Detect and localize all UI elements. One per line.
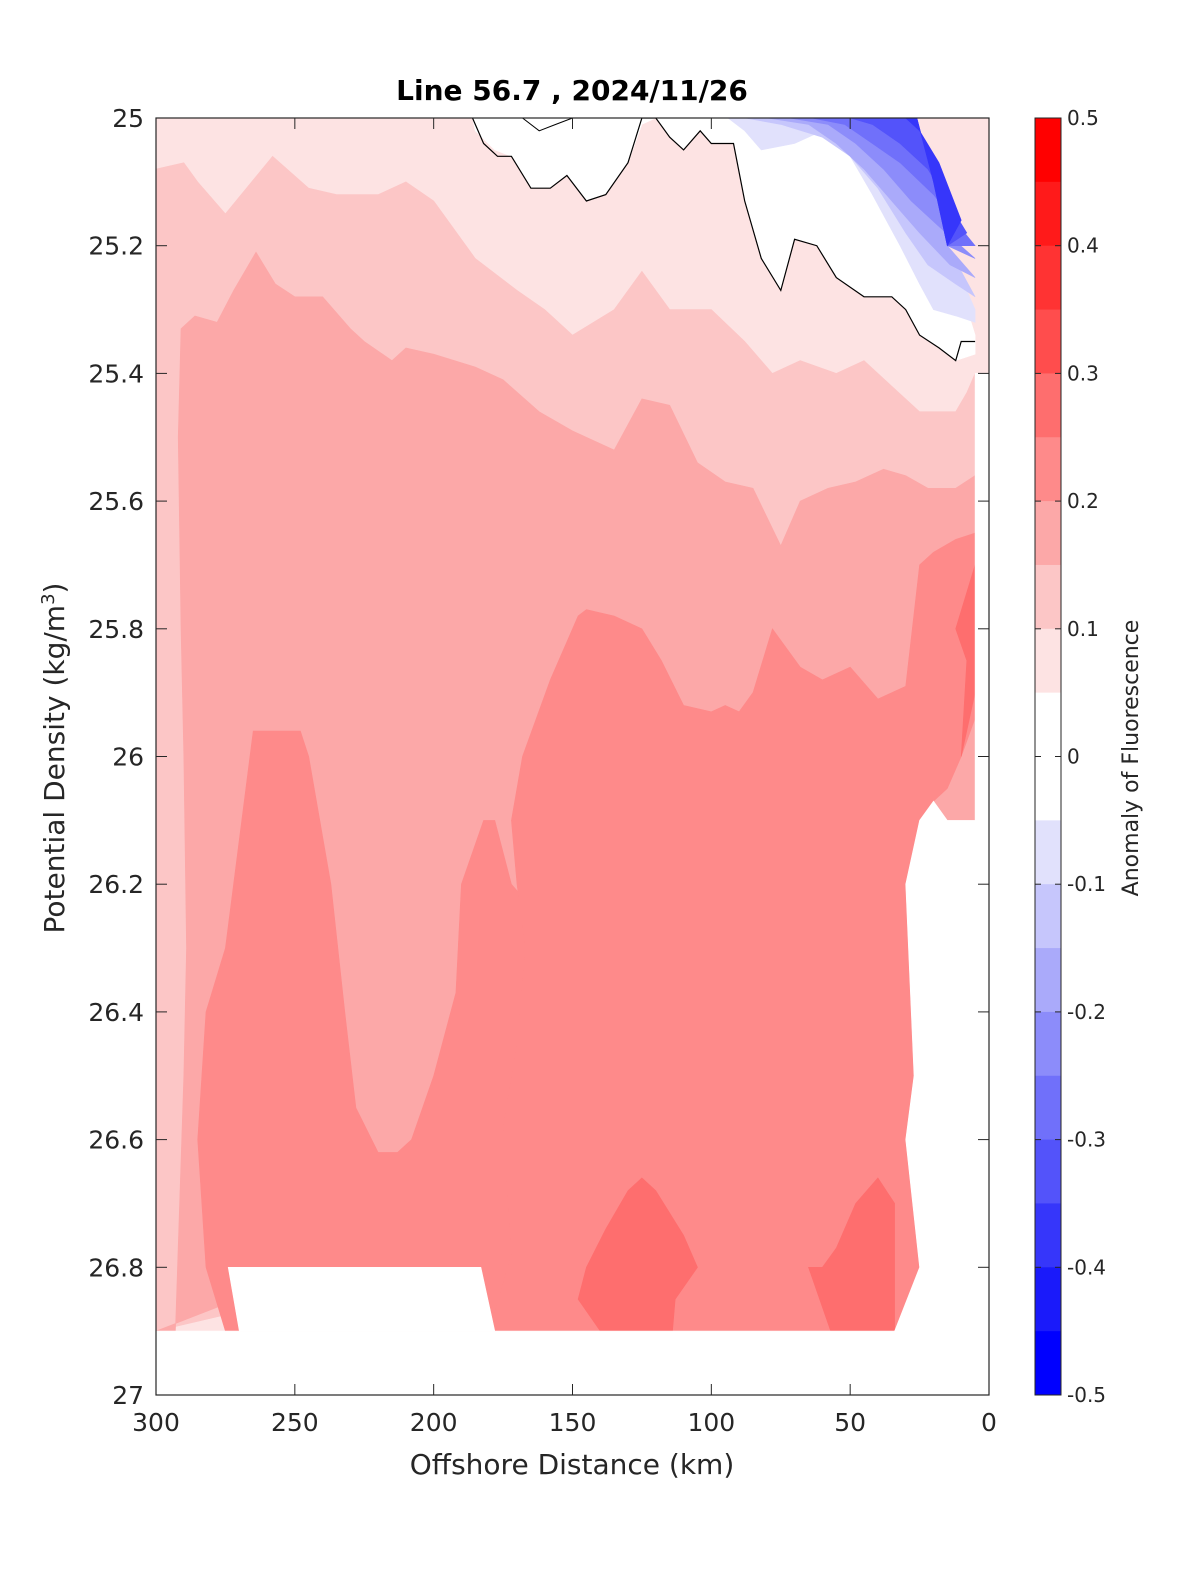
y-tick-label: 26.8 — [88, 1253, 144, 1282]
y-tick-label: 26 — [112, 743, 144, 772]
colorbar-tick-label: 0 — [1067, 745, 1080, 769]
y-axis-label-superscript: 3 — [38, 593, 59, 604]
colorbar-tick-label: -0.5 — [1067, 1383, 1106, 1407]
x-tick-label: 150 — [549, 1408, 597, 1437]
colorbar-tick-label: 0.2 — [1067, 489, 1099, 513]
colorbar-swatch — [1035, 756, 1061, 821]
x-tick-label: 0 — [981, 1408, 997, 1437]
zero-contour-line-2 — [522, 118, 573, 132]
masked-regions — [156, 373, 989, 1395]
colorbar — [1034, 117, 1062, 1396]
y-axis-label-close: ) — [38, 583, 71, 594]
y-tick-label: 26.4 — [88, 998, 144, 1027]
colorbar-swatch — [1035, 1139, 1061, 1204]
colorbar-swatch — [1035, 564, 1061, 630]
negative-region-6 — [905, 118, 962, 247]
colorbar-swatch — [1035, 245, 1061, 311]
colorbar-label: Anomaly of Fluorescence — [1119, 620, 1144, 897]
colorbar-swatch — [1035, 309, 1061, 374]
colorbar-swatch — [1035, 1331, 1061, 1396]
plot-area — [156, 118, 989, 1395]
masked-region-2 — [156, 1330, 989, 1395]
x-axis-ticks: 300 250 200 150 100 50 0 — [132, 118, 997, 1437]
contour-region-5 — [577, 1177, 698, 1332]
colorbar-swatch — [1035, 692, 1061, 757]
zero-contour-lines — [471, 118, 976, 362]
colorbar-tick-label: 0.4 — [1067, 234, 1099, 258]
colorbar-swatch — [1035, 884, 1061, 949]
y-tick-label: 27 — [112, 1381, 144, 1410]
zero-contour-line — [471, 118, 976, 362]
negative-contour-regions — [472, 118, 976, 361]
y-tick-label: 25.6 — [88, 487, 144, 516]
colorbar-tick-label: -0.2 — [1067, 1000, 1106, 1024]
x-tick-label: 300 — [132, 1408, 180, 1437]
colorbar-swatch — [1035, 373, 1061, 438]
y-axis-label-main: Potential Density (kg/m — [38, 605, 71, 934]
y-tick-label: 25.2 — [88, 232, 144, 261]
masked-region-0 — [227, 1267, 496, 1332]
x-tick-label: 50 — [834, 1408, 866, 1437]
colorbar-swatch — [1035, 820, 1061, 885]
colorbar-swatch — [1035, 1075, 1061, 1141]
colorbar-tick-label: -0.4 — [1067, 1255, 1106, 1279]
colorbar-swatch — [1035, 118, 1061, 183]
colorbar-tick-label: 0.1 — [1067, 617, 1099, 641]
contour-regions — [156, 118, 989, 1332]
colorbar-swatch — [1035, 1267, 1061, 1332]
colorbar-swatch — [1035, 437, 1061, 502]
colorbar-tick-label: -0.3 — [1067, 1128, 1106, 1152]
x-tick-label: 250 — [271, 1408, 319, 1437]
y-axis-label: Potential Density (kg/m3) — [38, 583, 72, 934]
colorbar-swatch — [1035, 1011, 1061, 1077]
colorbar-ticks: 0.5 0.4 0.3 0.2 0.1 0 -0.1 -0.2 -0.3 -0.4 -0.5 — [1035, 106, 1106, 1407]
colorbar-swatch — [1035, 1203, 1061, 1268]
masked-region-3 — [974, 373, 989, 821]
colorbar-swatch — [1035, 501, 1061, 566]
y-tick-label: 25.4 — [88, 359, 144, 388]
y-axis-ticks: 25 25.2 25.4 25.6 25.8 26 26.2 26.4 26.6 26.8 27 — [88, 104, 989, 1410]
colorbar-swatch — [1035, 628, 1061, 694]
colorbar-tick-label: 0.5 — [1067, 106, 1099, 130]
colorbar-tick-label: 0.3 — [1067, 361, 1099, 385]
y-tick-label: 25 — [112, 104, 144, 133]
colorbar-tick-label: -0.1 — [1067, 872, 1106, 896]
x-tick-label: 100 — [687, 1408, 735, 1437]
x-tick-label: 200 — [410, 1408, 458, 1437]
contour-region-6 — [808, 1177, 895, 1332]
x-axis-label: Offshore Distance (km) — [410, 1448, 735, 1481]
y-tick-label: 26.6 — [88, 1126, 144, 1155]
chart-title: Line 56.7 , 2024/11/26 — [396, 74, 748, 107]
y-tick-label: 26.2 — [88, 870, 144, 899]
colorbar-swatch — [1035, 948, 1061, 1013]
colorbar-swatch — [1035, 181, 1061, 247]
y-tick-label: 25.8 — [88, 615, 144, 644]
